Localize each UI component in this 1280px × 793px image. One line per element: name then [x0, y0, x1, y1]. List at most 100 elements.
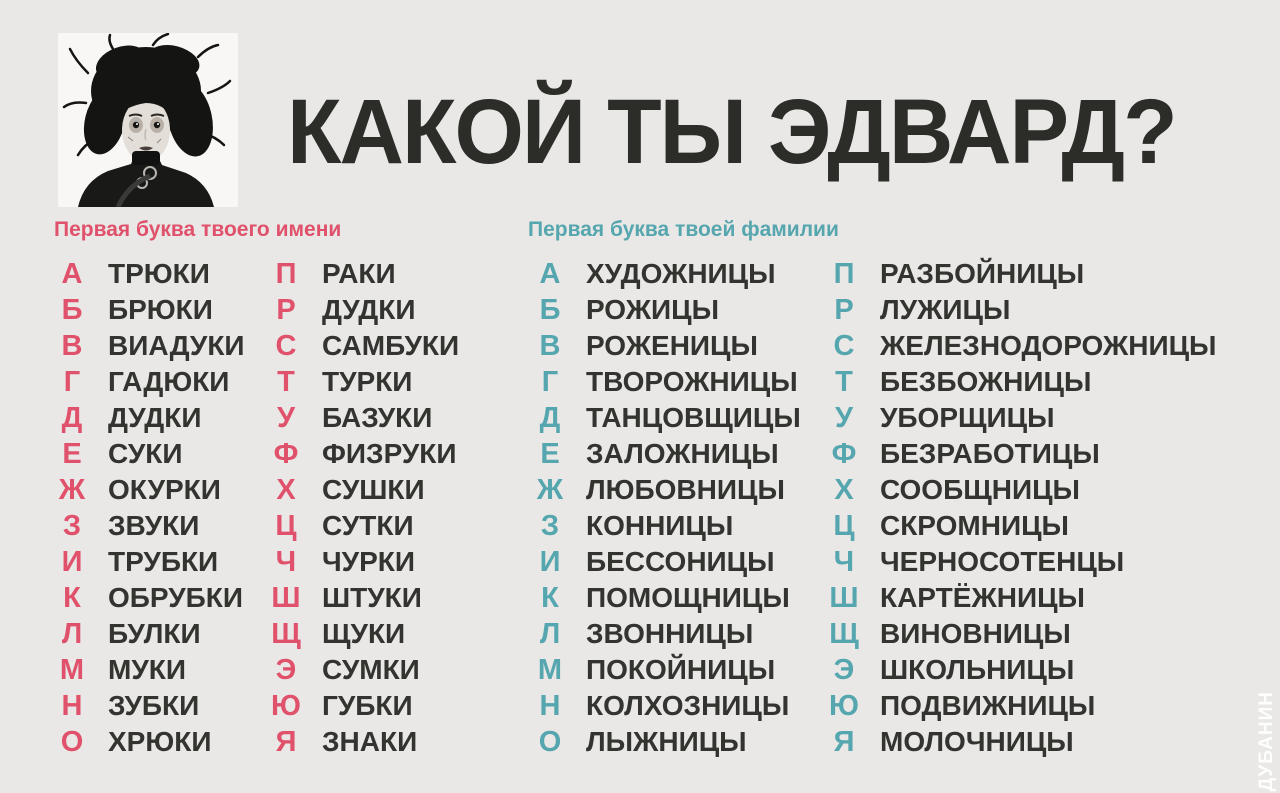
- letter-cell: Щ: [829, 617, 859, 650]
- list-row: Ф ФИЗРУКИ: [260, 436, 459, 472]
- list-row: З КОННИЦЫ: [524, 508, 801, 544]
- letter-cell: Я: [275, 725, 297, 758]
- letter-cell: С: [833, 329, 855, 362]
- letter-cell: Д: [61, 401, 83, 434]
- word-cell: УБОРЩИЦЫ: [880, 402, 1055, 433]
- word-cell: ШКОЛЬНИЦЫ: [880, 654, 1075, 685]
- word-cell: ЛУЖИЦЫ: [880, 294, 1011, 325]
- letter-cell: И: [539, 545, 561, 578]
- letter-cell: М: [537, 653, 563, 686]
- list-row: Ю ГУБКИ: [260, 688, 459, 724]
- list-row: Ж ЛЮБОВНИЦЫ: [524, 472, 801, 508]
- word-cell: ЗВУКИ: [108, 510, 200, 541]
- word-cell: ТАНЦОВЩИЦЫ: [586, 402, 801, 433]
- list-row: В ВИАДУКИ: [46, 328, 245, 364]
- word-cell: СУТКИ: [322, 510, 414, 541]
- letter-cell: Щ: [271, 617, 301, 650]
- letter-cell: Х: [834, 473, 854, 506]
- word-cell: СООБЩНИЦЫ: [880, 474, 1080, 505]
- letter-cell: Ж: [536, 473, 564, 506]
- list-row: Л БУЛКИ: [46, 616, 245, 652]
- letter-cell: Я: [833, 725, 855, 758]
- word-cell: БРЮКИ: [108, 294, 213, 325]
- word-cell: ЩУКИ: [322, 618, 406, 649]
- letter-cell: Т: [835, 365, 853, 398]
- word-cell: МУКИ: [108, 654, 186, 685]
- letter-cell: П: [275, 257, 297, 290]
- letter-cell: Э: [833, 653, 855, 686]
- list-row: М ПОКОЙНИЦЫ: [524, 652, 801, 688]
- letter-cell: Р: [834, 293, 854, 326]
- word-cell: ЗУБКИ: [108, 690, 200, 721]
- letter-cell: К: [541, 581, 559, 614]
- list-row: Ф БЕЗРАБОТИЦЫ: [818, 436, 1216, 472]
- list-row: С ЖЕЛЕЗНОДОРОЖНИЦЫ: [818, 328, 1217, 364]
- letter-cell: Ч: [275, 545, 297, 578]
- word-cell: ТВОРОЖНИЦЫ: [586, 366, 798, 397]
- list-row: Е ЗАЛОЖНИЦЫ: [524, 436, 801, 472]
- list-row: В РОЖЕНИЦЫ: [524, 328, 801, 364]
- list-row: Щ ВИНОВНИЦЫ: [818, 616, 1216, 652]
- word-cell: ТУРКИ: [322, 366, 413, 397]
- list-row: Д ДУДКИ: [46, 400, 245, 436]
- list-row: Ш ШТУКИ: [260, 580, 459, 616]
- letter-cell: В: [61, 329, 83, 362]
- letter-cell: К: [63, 581, 81, 614]
- word-cell: ПОКОЙНИЦЫ: [586, 654, 776, 685]
- letter-cell: Ю: [271, 689, 301, 722]
- letter-cell: А: [61, 257, 83, 290]
- section-header-last-name: Первая буква твоей фамилии: [528, 218, 839, 241]
- list-row: Ш КАРТЁЖНИЦЫ: [818, 580, 1216, 616]
- word-cell: БЕЗРАБОТИЦЫ: [880, 438, 1100, 469]
- list-row: И ТРУБКИ: [46, 544, 245, 580]
- word-cell: СУШКИ: [322, 474, 425, 505]
- word-cell: ТРЮКИ: [108, 258, 210, 289]
- letter-cell: Ф: [831, 437, 857, 470]
- letter-cell: У: [276, 401, 296, 434]
- letter-cell: Г: [541, 365, 559, 398]
- letter-cell: М: [59, 653, 85, 686]
- list-row: Р ЛУЖИЦЫ: [818, 292, 1216, 328]
- letter-cell: Э: [275, 653, 297, 686]
- list-row: Б РОЖИЦЫ: [524, 292, 801, 328]
- word-cell: ШТУКИ: [322, 582, 422, 613]
- list-row: Р ДУДКИ: [260, 292, 459, 328]
- letter-cell: Н: [61, 689, 83, 722]
- list-row: Э ШКОЛЬНИЦЫ: [818, 652, 1216, 688]
- letter-cell: Б: [61, 293, 83, 326]
- letter-cell: З: [540, 509, 560, 542]
- letter-cell: Ц: [833, 509, 855, 542]
- section-header-first-name: Первая буква твоего имени: [54, 218, 342, 241]
- word-cell: ЧЕРНОСОТЕНЦЫ: [880, 546, 1125, 577]
- list-row: А ТРЮКИ: [46, 256, 245, 292]
- list-row: Я ЗНАКИ: [260, 724, 459, 760]
- letter-cell: Ю: [829, 689, 859, 722]
- list-row: Я МОЛОЧНИЦЫ: [818, 724, 1216, 760]
- word-cell: ВИНОВНИЦЫ: [880, 618, 1071, 649]
- word-cell: ОБРУБКИ: [108, 582, 243, 613]
- letter-cell: Е: [540, 437, 560, 470]
- letter-cell: Ш: [271, 581, 301, 614]
- list-row: Ж ОКУРКИ: [46, 472, 245, 508]
- letter-cell: Ц: [275, 509, 297, 542]
- word-cell: КОННИЦЫ: [586, 510, 734, 541]
- list-row: З ЗВУКИ: [46, 508, 245, 544]
- letter-cell: С: [275, 329, 297, 362]
- word-cell: ГУБКИ: [322, 690, 413, 721]
- name-letters-column-1: А ТРЮКИ Б БРЮКИ В ВИАДУКИ Г ГАДЮКИ Д ДУДКИ Е СУКИ Ж О…: [46, 256, 245, 760]
- letter-cell: Л: [539, 617, 561, 650]
- letter-cell: Р: [276, 293, 296, 326]
- word-cell: БУЛКИ: [108, 618, 201, 649]
- letter-cell: Е: [62, 437, 82, 470]
- letter-cell: Ч: [833, 545, 855, 578]
- list-row: Н КОЛХОЗНИЦЫ: [524, 688, 801, 724]
- word-cell: СКРОМНИЦЫ: [880, 510, 1069, 541]
- word-cell: СУМКИ: [322, 654, 420, 685]
- letter-cell: У: [834, 401, 854, 434]
- list-row: Б БРЮКИ: [46, 292, 245, 328]
- list-row: Х СУШКИ: [260, 472, 459, 508]
- list-row: О ЛЫЖНИЦЫ: [524, 724, 801, 760]
- list-row: Ц СУТКИ: [260, 508, 459, 544]
- letter-cell: А: [539, 257, 561, 290]
- list-row: У БАЗУКИ: [260, 400, 459, 436]
